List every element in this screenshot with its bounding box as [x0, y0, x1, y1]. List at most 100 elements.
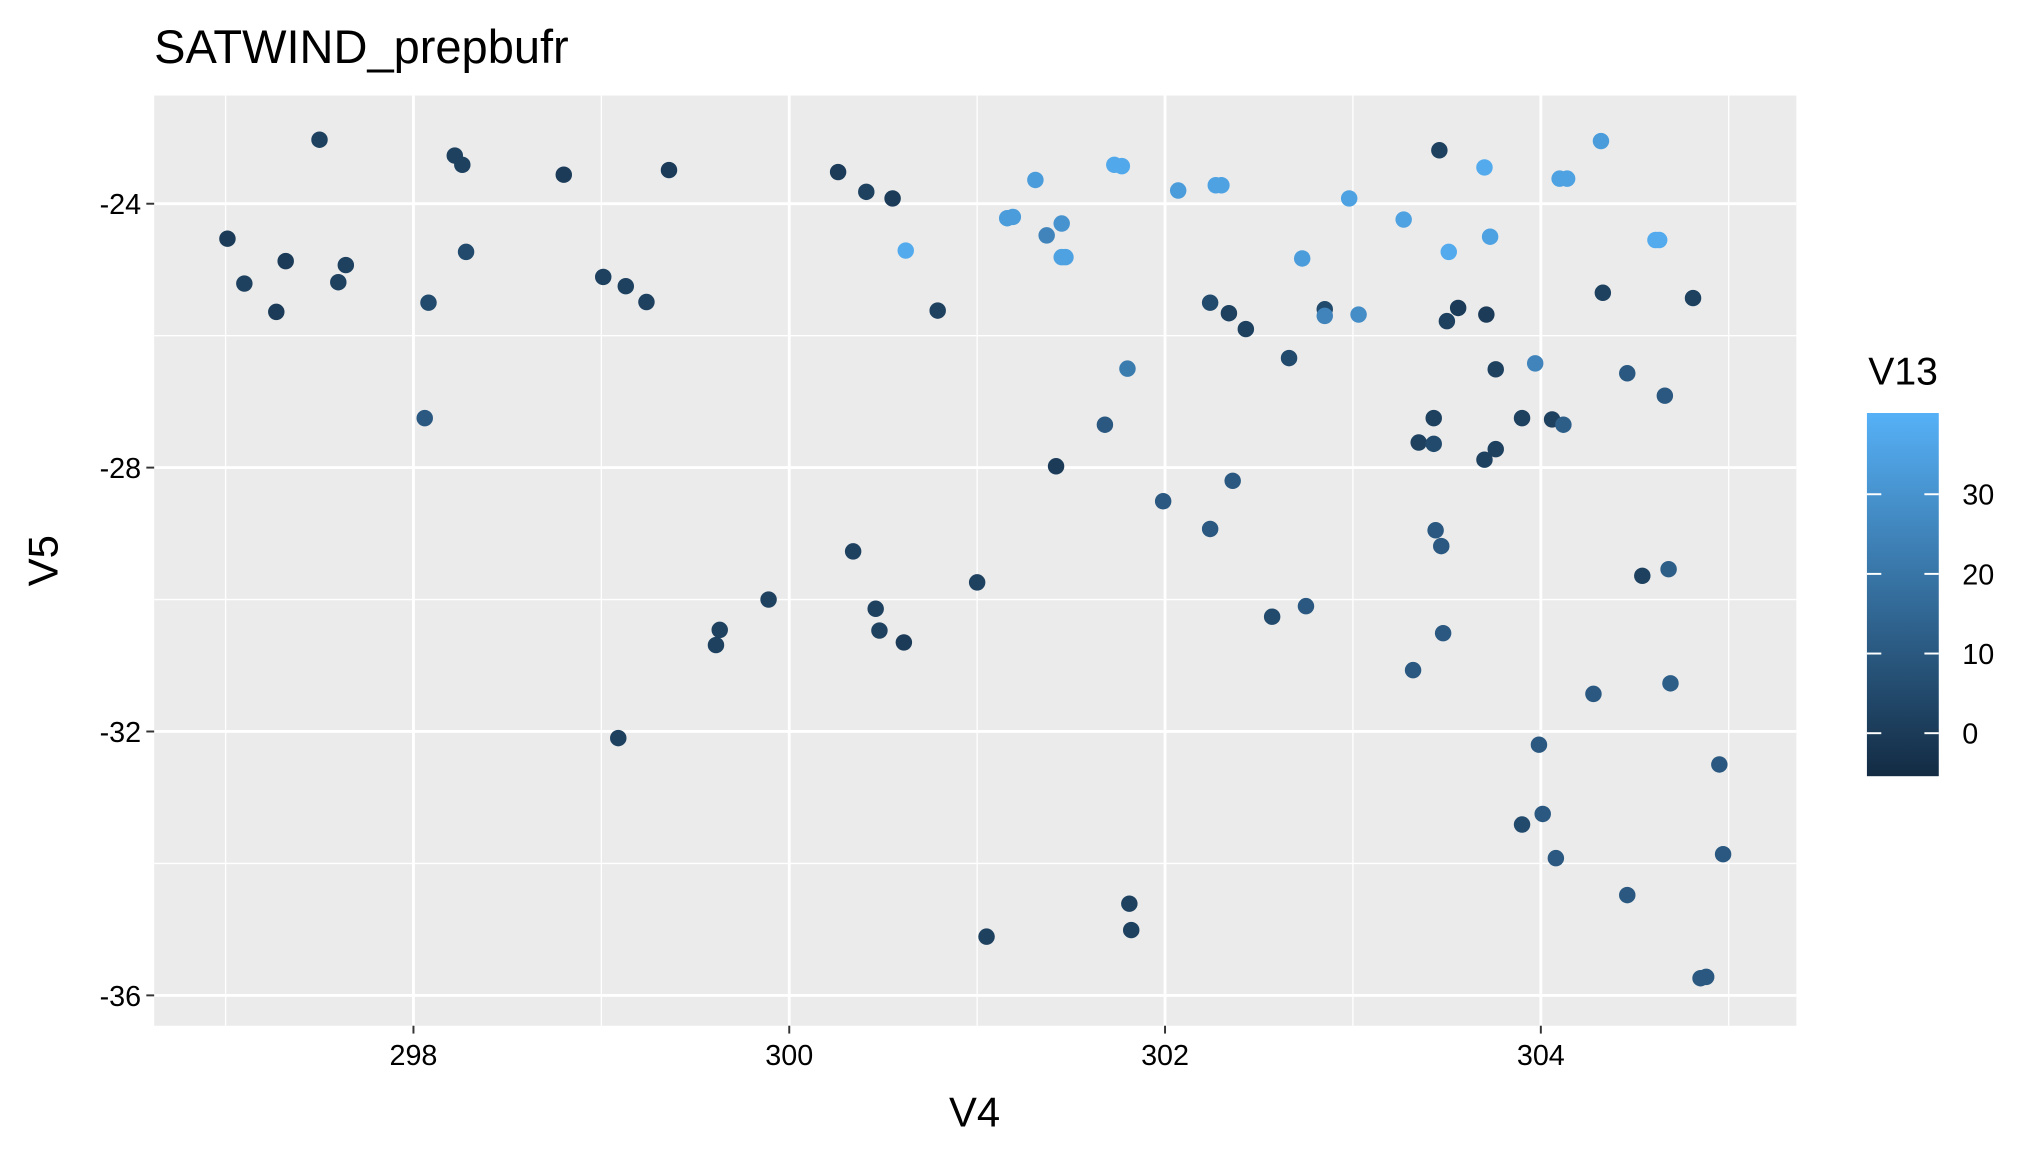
point	[1404, 661, 1422, 679]
point	[1113, 157, 1131, 175]
point	[1513, 816, 1531, 833]
point	[1619, 886, 1636, 904]
point	[1169, 182, 1187, 199]
point	[1121, 895, 1138, 912]
plot-panel	[154, 95, 1797, 1026]
point	[1038, 227, 1055, 244]
y-tick-label: -32	[100, 717, 142, 749]
point	[1684, 289, 1702, 307]
x-tick-label: 300	[765, 1040, 813, 1072]
point	[897, 242, 914, 259]
point	[1293, 250, 1311, 267]
point	[1201, 520, 1219, 538]
point	[1434, 624, 1452, 642]
point	[595, 268, 612, 286]
point	[638, 293, 655, 311]
colorbar-tick-label: 30	[1962, 480, 1994, 512]
x-axis-label: V4	[949, 1088, 1000, 1135]
point	[1487, 440, 1504, 458]
point	[1634, 567, 1651, 585]
point	[454, 156, 471, 174]
x-tick-label: 302	[1141, 1040, 1189, 1072]
point	[1425, 435, 1442, 453]
point	[1449, 299, 1467, 317]
y-axis-label: V5	[19, 535, 66, 586]
y-tick-label: -36	[100, 981, 142, 1013]
point	[219, 230, 236, 247]
point	[617, 277, 635, 295]
point	[1487, 361, 1504, 378]
point	[610, 729, 627, 747]
point	[711, 621, 728, 639]
point	[1340, 190, 1358, 207]
point	[867, 600, 884, 618]
point	[1427, 522, 1444, 539]
point	[1053, 215, 1070, 232]
point	[1425, 409, 1442, 427]
point	[1237, 320, 1255, 338]
point	[1431, 142, 1448, 159]
point	[929, 302, 946, 319]
legend-title: V13	[1868, 350, 1938, 393]
point	[416, 409, 433, 427]
point	[1660, 560, 1677, 578]
point	[337, 256, 355, 274]
point	[1438, 312, 1456, 330]
point	[884, 190, 901, 207]
point	[1526, 355, 1544, 372]
point	[858, 183, 875, 201]
point	[1433, 537, 1450, 555]
point	[1530, 736, 1548, 753]
point	[1154, 493, 1172, 510]
chart-title: SATWIND_prepbufr	[154, 20, 569, 73]
point	[457, 243, 475, 261]
point	[1585, 685, 1602, 703]
point	[1057, 248, 1074, 266]
point	[1027, 171, 1044, 189]
point	[1650, 231, 1668, 249]
point	[1711, 756, 1728, 773]
point	[871, 622, 888, 639]
point	[311, 131, 328, 148]
point	[1513, 409, 1531, 427]
point	[1004, 208, 1022, 226]
point	[420, 294, 437, 311]
point	[1594, 284, 1612, 302]
point	[660, 161, 678, 179]
point	[330, 274, 347, 291]
point	[1662, 675, 1679, 692]
point	[1119, 360, 1136, 377]
point	[268, 303, 285, 321]
point	[1395, 211, 1412, 228]
point	[1440, 243, 1457, 261]
point	[236, 275, 253, 292]
point	[829, 163, 847, 181]
point	[1555, 416, 1572, 433]
point	[1476, 451, 1493, 468]
point	[1476, 159, 1493, 176]
point	[1201, 294, 1219, 311]
colorbar-tick-label: 10	[1962, 639, 1994, 671]
point	[1213, 177, 1230, 194]
y-tick-label: -28	[100, 453, 142, 485]
point	[1096, 416, 1114, 433]
colorbar	[1866, 413, 1939, 777]
point	[277, 252, 294, 270]
point	[1220, 305, 1238, 322]
point	[1656, 387, 1674, 404]
point	[895, 634, 913, 651]
point	[1316, 307, 1333, 325]
point	[1558, 170, 1576, 187]
point	[1122, 921, 1140, 939]
point	[844, 543, 862, 560]
x-tick-label: 304	[1517, 1040, 1565, 1072]
point	[1224, 472, 1241, 490]
point	[968, 574, 986, 591]
point	[1534, 805, 1551, 823]
colorbar-tick-label: 0	[1962, 719, 1978, 751]
point	[1547, 849, 1565, 867]
point	[978, 928, 995, 945]
point	[1481, 228, 1499, 245]
point	[1697, 968, 1715, 986]
